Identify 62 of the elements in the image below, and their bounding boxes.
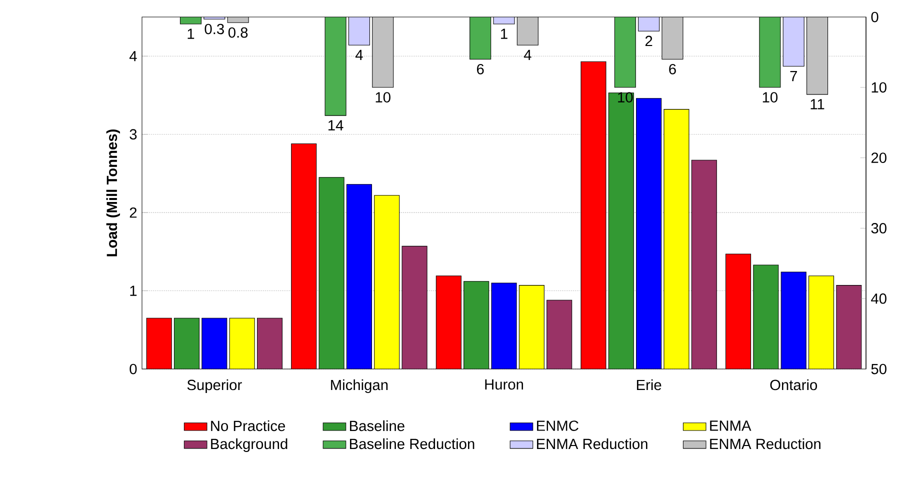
bar (436, 276, 462, 369)
bar (348, 17, 370, 46)
data-label: 0.3 (204, 24, 224, 34)
bar (806, 17, 828, 95)
x-tick-label: Huron (485, 379, 524, 390)
bar (782, 17, 804, 67)
bar (638, 17, 660, 32)
bar (174, 318, 200, 369)
x-tick-label: Erie (636, 379, 662, 390)
bar (229, 318, 255, 369)
x-tick-label: Superior (187, 379, 242, 394)
data-label: 2 (645, 36, 652, 46)
x-tick-label: Michigan (331, 379, 388, 394)
legend-label: ENMA (710, 420, 752, 431)
y-tick-label: 3 (130, 129, 137, 140)
y2-tick-label: 20 (871, 152, 886, 163)
y2-tick-label: 50 (871, 364, 886, 374)
bar (464, 281, 490, 369)
y-tick-label: 4 (129, 51, 137, 62)
bar (518, 285, 544, 369)
bar (372, 17, 394, 88)
data-label: 6 (669, 64, 676, 74)
bar (608, 92, 634, 369)
bar (374, 195, 400, 369)
data-label: 1 (188, 28, 194, 39)
y-axis-title: Load (Mill Tonnes) (106, 129, 120, 256)
bar (318, 177, 344, 369)
y2-tick-label: 0 (871, 12, 878, 22)
data-label: 6 (477, 64, 484, 74)
y-tick-label: 2 (130, 207, 137, 218)
bar (662, 17, 684, 60)
bar (580, 61, 606, 369)
legend-label: Background (211, 438, 288, 452)
bar (146, 318, 172, 369)
legend-label: ENMA Reduction (710, 438, 820, 450)
bar (291, 143, 317, 369)
bar (516, 17, 538, 46)
data-label: 4 (355, 50, 363, 60)
legend-label: Baseline Reduction (350, 438, 474, 450)
data-label: 7 (790, 71, 797, 82)
y2-tick-label: 30 (871, 223, 886, 234)
data-label: 4 (524, 50, 532, 60)
data-label: 1 (501, 28, 508, 39)
y-tick-label: 1 (130, 286, 137, 296)
data-label: 11 (810, 99, 824, 110)
data-label: 14 (328, 120, 344, 130)
legend-label: ENMA Reduction (537, 438, 648, 450)
bar (664, 109, 690, 369)
data-label: 10 (376, 92, 390, 102)
bar (753, 264, 779, 369)
bar (808, 276, 834, 369)
y-tick-label: 0 (130, 364, 137, 374)
y2-tick-label: 10 (872, 82, 886, 93)
legend-label: Baseline (350, 420, 404, 432)
data-label: 10 (618, 92, 633, 102)
data-label: 10 (762, 92, 778, 102)
x-tick-label: Ontario (770, 379, 818, 390)
data-label: 0.8 (228, 27, 248, 38)
y2-tick-label: 40 (871, 293, 886, 304)
bar (726, 254, 752, 369)
legend-label: ENMC (537, 420, 578, 431)
legend-label: No Practice (211, 420, 286, 432)
